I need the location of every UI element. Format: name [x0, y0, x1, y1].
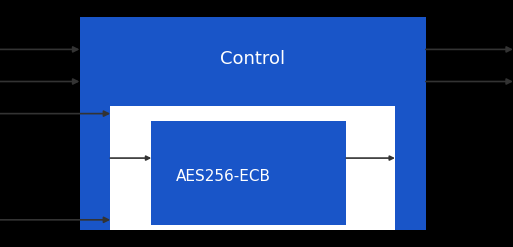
Bar	[80, 17, 426, 230]
Bar	[110, 106, 395, 230]
Bar	[151, 121, 346, 225]
Text: Control: Control	[220, 50, 285, 68]
Text: AES256-ECB: AES256-ECB	[175, 169, 271, 184]
